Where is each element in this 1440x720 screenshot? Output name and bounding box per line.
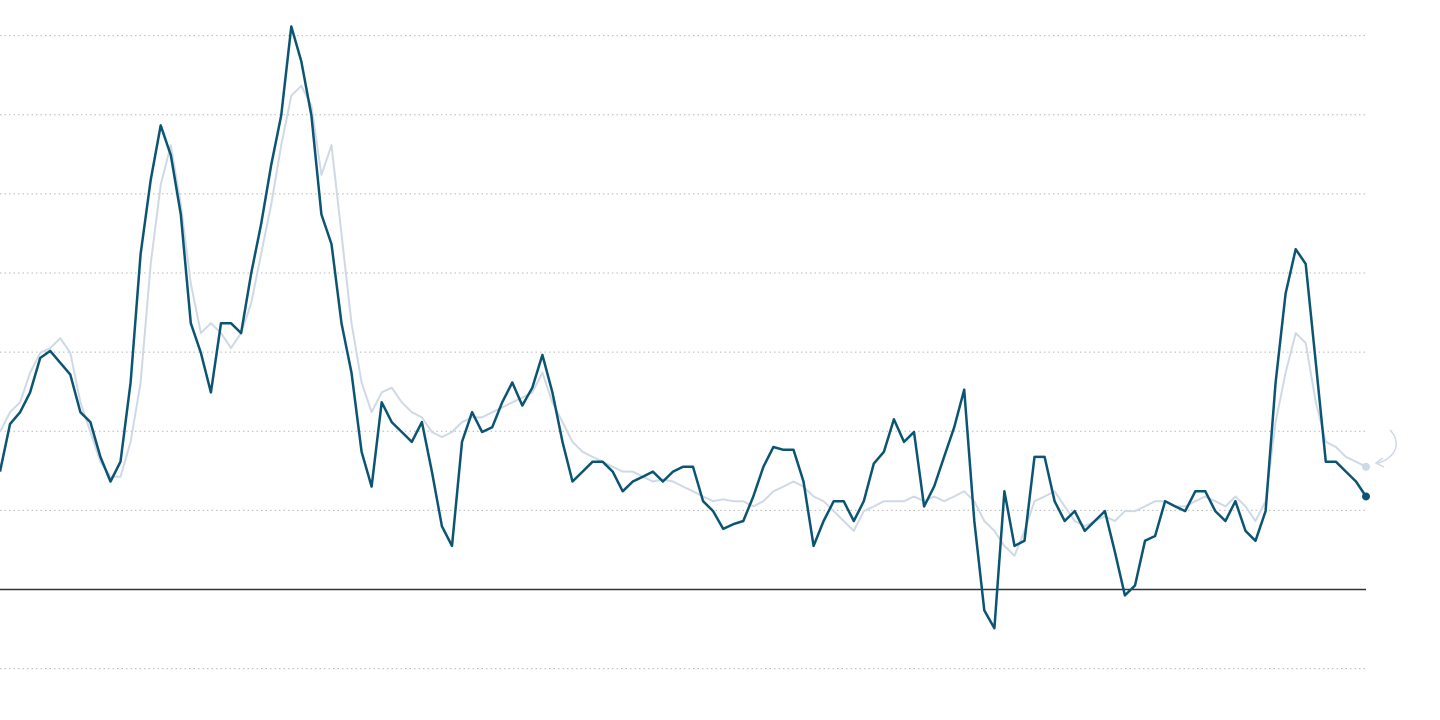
lines [0,25,1370,630]
end-dot [1362,462,1370,471]
annotation-arrow [1377,429,1397,464]
annotation-arrowhead [1374,457,1385,468]
end-dot [1362,492,1370,501]
series-line [0,25,1368,630]
series-line [0,84,1367,557]
grid [0,35,1366,670]
